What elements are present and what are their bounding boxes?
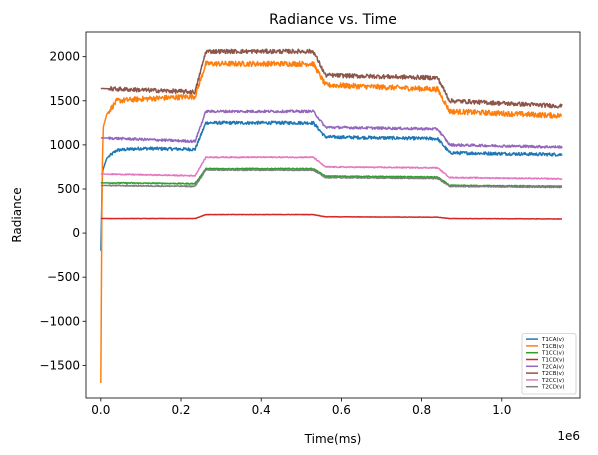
x-offset-text: 1e6 (557, 429, 580, 443)
series-line-t1cc-v (100, 167, 563, 188)
legend-entry: T1CB(v) (541, 344, 564, 350)
x-tick-label: 0.0 (91, 403, 110, 417)
legend: T1CA(v)T1CB(v)T1CC(v)T1CD(v)T2CA(v)T2CB(… (521, 333, 577, 395)
legend-entry: T1CA(v) (541, 337, 564, 343)
x-tick-label: 0.2 (171, 403, 190, 417)
x-tick-label: 0.8 (412, 403, 431, 417)
y-tick-label: 500 (57, 182, 80, 196)
legend-entry: T1CD(v) (541, 358, 564, 364)
legend-entry: T2CB(v) (541, 371, 564, 377)
legend-entry: T1CC(v) (541, 351, 564, 357)
y-tick-label: −500 (47, 270, 80, 284)
legend-box (521, 333, 577, 395)
x-tick-label: 0.6 (332, 403, 351, 417)
series-line-t1cb-v (100, 60, 563, 384)
series-line-t1ca-v (100, 120, 563, 251)
series-line-t2cb-v (100, 48, 563, 109)
series-line-t2ca-v (100, 109, 563, 149)
series-line-t1cd-v (100, 213, 563, 220)
y-tick-label: −1500 (39, 358, 80, 372)
series-lines (100, 48, 563, 384)
legend-entry: T2CD(v) (541, 385, 564, 391)
y-tick-label: 1500 (49, 94, 80, 108)
y-tick-label: 1000 (49, 138, 80, 152)
legend-entry: T2CA(v) (541, 364, 564, 370)
legend-entry: T2CC(v) (541, 378, 564, 384)
y-tick-label: 2000 (49, 50, 80, 64)
y-tick-label: −1000 (39, 314, 80, 328)
y-axis-label: Radiance (10, 187, 24, 242)
chart-title: Radiance vs. Time (269, 12, 397, 28)
x-axis-label: Time(ms) (304, 432, 362, 446)
x-tick-label: 1.0 (492, 403, 511, 417)
series-line-t2cc-v (100, 155, 563, 181)
axis-ticks: 0.0 0.2 0.4 0.6 0.8 1.0 −1500 −1000 −500 0 500 1000… (39, 50, 511, 417)
y-tick-label: 0 (72, 226, 80, 240)
plot-frame (85, 31, 581, 399)
x-tick-label: 0.4 (252, 403, 271, 417)
series-line-t2cd-v (100, 168, 563, 189)
